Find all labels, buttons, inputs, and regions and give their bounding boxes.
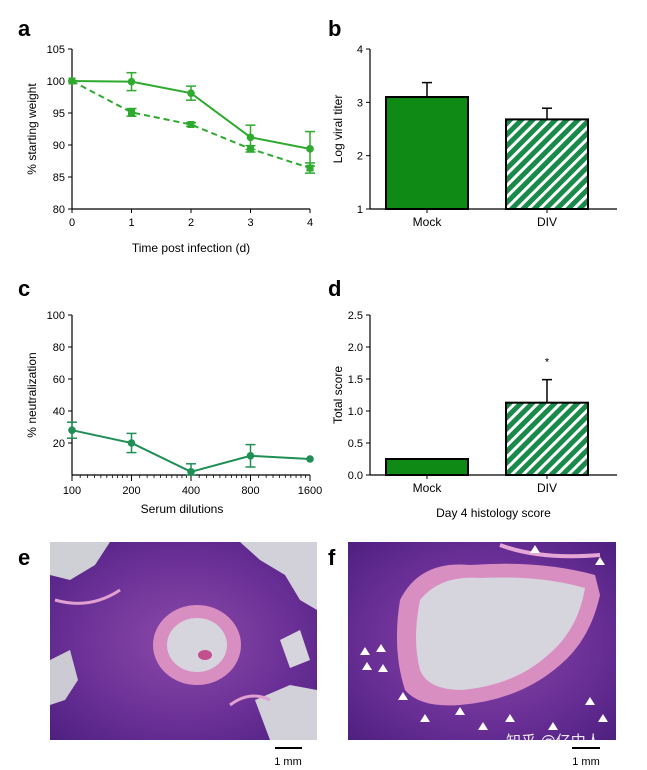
chart-a-xtick-label: 1 [128,217,134,229]
chart-a-series-1-point-1 [128,108,135,116]
chart-c-series-0-point-2 [187,468,195,476]
chart-b-category-label-1: DIV [537,215,557,229]
chart-b-category-label-0: Mock [413,215,443,229]
chart-a-series-1-point-3 [247,145,254,153]
chart-c-ylabel: % neutralization [25,352,39,437]
chart-a-series-0-point-2 [187,89,195,97]
chart-b-viral-titer: 1 2 3 4 Log viral titer Mock DIV [331,44,617,229]
chart-c-series-0-point-1 [127,439,136,447]
chart-b-ylabel: Log viral titer [331,95,345,164]
chart-c-ytick-label: 100 [47,310,65,322]
chart-c-xtick-label: 200 [122,485,140,497]
chart-b-ytick-label: 3 [357,97,363,109]
chart-b-ytick-label: 2 [357,151,363,163]
watermark-text: 知乎 @亿中人 [506,732,601,750]
chart-d-ytick-label: 2.0 [348,342,363,354]
scalebar-e-label: 1 mm [274,756,302,768]
chart-a-xtick-label: 4 [307,217,313,229]
chart-c-ytick-label: 40 [53,406,65,418]
chart-d-ytick-label: 1.0 [348,406,363,418]
chart-c-xlabel: Serum dilutions [141,502,224,516]
chart-a-ytick-label: 95 [53,108,65,120]
chart-a-series-0-point-4 [306,145,314,153]
chart-a-xtick-label: 0 [69,217,75,229]
chart-a-series-1-line [71,80,311,169]
panel-label-c: c [18,276,30,301]
chart-b-ytick-label: 1 [357,204,363,216]
chart-a-ytick-label: 85 [53,172,65,184]
chart-c-series-0-point-4 [306,455,314,463]
chart-c-xtick-label: 1600 [298,485,322,497]
chart-c-xtick-label: 400 [182,485,200,497]
chart-a-xlabel: Time post infection (d) [132,241,250,255]
chart-a-xtick-label: 3 [247,217,253,229]
chart-d-ylabel: Total score [331,366,345,424]
chart-a-series-1-point-2 [187,121,195,129]
panel-label-e: e [18,545,30,570]
histology-image-e [50,542,317,740]
chart-c-xtick-label: 100 [63,485,81,497]
chart-d-category-label-0: Mock [413,481,443,495]
chart-d-histology: 0.0 0.5 1.0 1.5 2.0 2.5 Total score Mock DIV Day … [331,310,617,520]
chart-c-ytick-label: 20 [53,438,65,450]
chart-a-xtick-label: 2 [188,217,194,229]
chart-d-significance-star: * [545,357,550,369]
chart-d-ytick-label: 1.5 [348,374,363,386]
chart-c-neutralization: 20 40 60 80 100 100 200 400 800 1600 Serum dilutio… [25,310,322,516]
chart-d-bar-1 [505,401,589,476]
scalebar-e: 1 mm [274,747,302,768]
chart-a-weight: 80 85 90 95 100 105 0 1 2 3 4 Time post infection (… [25,44,315,255]
chart-d-category-label-1: DIV [537,481,557,495]
chart-d-xlabel: Day 4 histology score [436,506,551,520]
scalebar-f: 1 mm [572,747,600,768]
chart-a-series-1-point-0 [68,77,76,85]
chart-c-series-0-point-3 [246,452,255,460]
chart-c-ytick-label: 60 [53,374,65,386]
chart-b-bar-1 [505,118,589,210]
panel-label-b: b [328,16,341,41]
panel-label-f: f [328,545,336,570]
chart-c-ytick-label: 80 [53,342,65,354]
chart-a-ytick-label: 105 [47,44,65,56]
chart-c-series-0-point-0 [68,426,76,435]
chart-a-series-0-point-1 [127,77,136,86]
chart-d-ytick-label: 0.5 [348,438,363,450]
chart-b-ytick-label: 4 [357,44,363,56]
chart-a-ytick-label: 100 [47,76,65,88]
chart-c-xtick-label: 800 [241,485,259,497]
chart-a-ytick-label: 90 [53,140,65,152]
chart-d-ytick-label: 0.0 [348,470,363,482]
panel-label-d: d [328,276,341,301]
histology-image-f: 知乎 @亿中人 [348,542,616,750]
chart-d-bar-0 [385,458,469,476]
scalebar-f-label: 1 mm [572,756,600,768]
panel-label-a: a [18,16,31,41]
chart-a-ylabel: % starting weight [25,83,39,175]
chart-d-ytick-label: 2.5 [348,310,363,322]
chart-a-ytick-label: 80 [53,204,65,216]
chart-a-series-0-point-3 [246,133,255,142]
chart-b-bar-0 [385,96,469,210]
chart-a-series-1-point-4 [306,164,314,172]
